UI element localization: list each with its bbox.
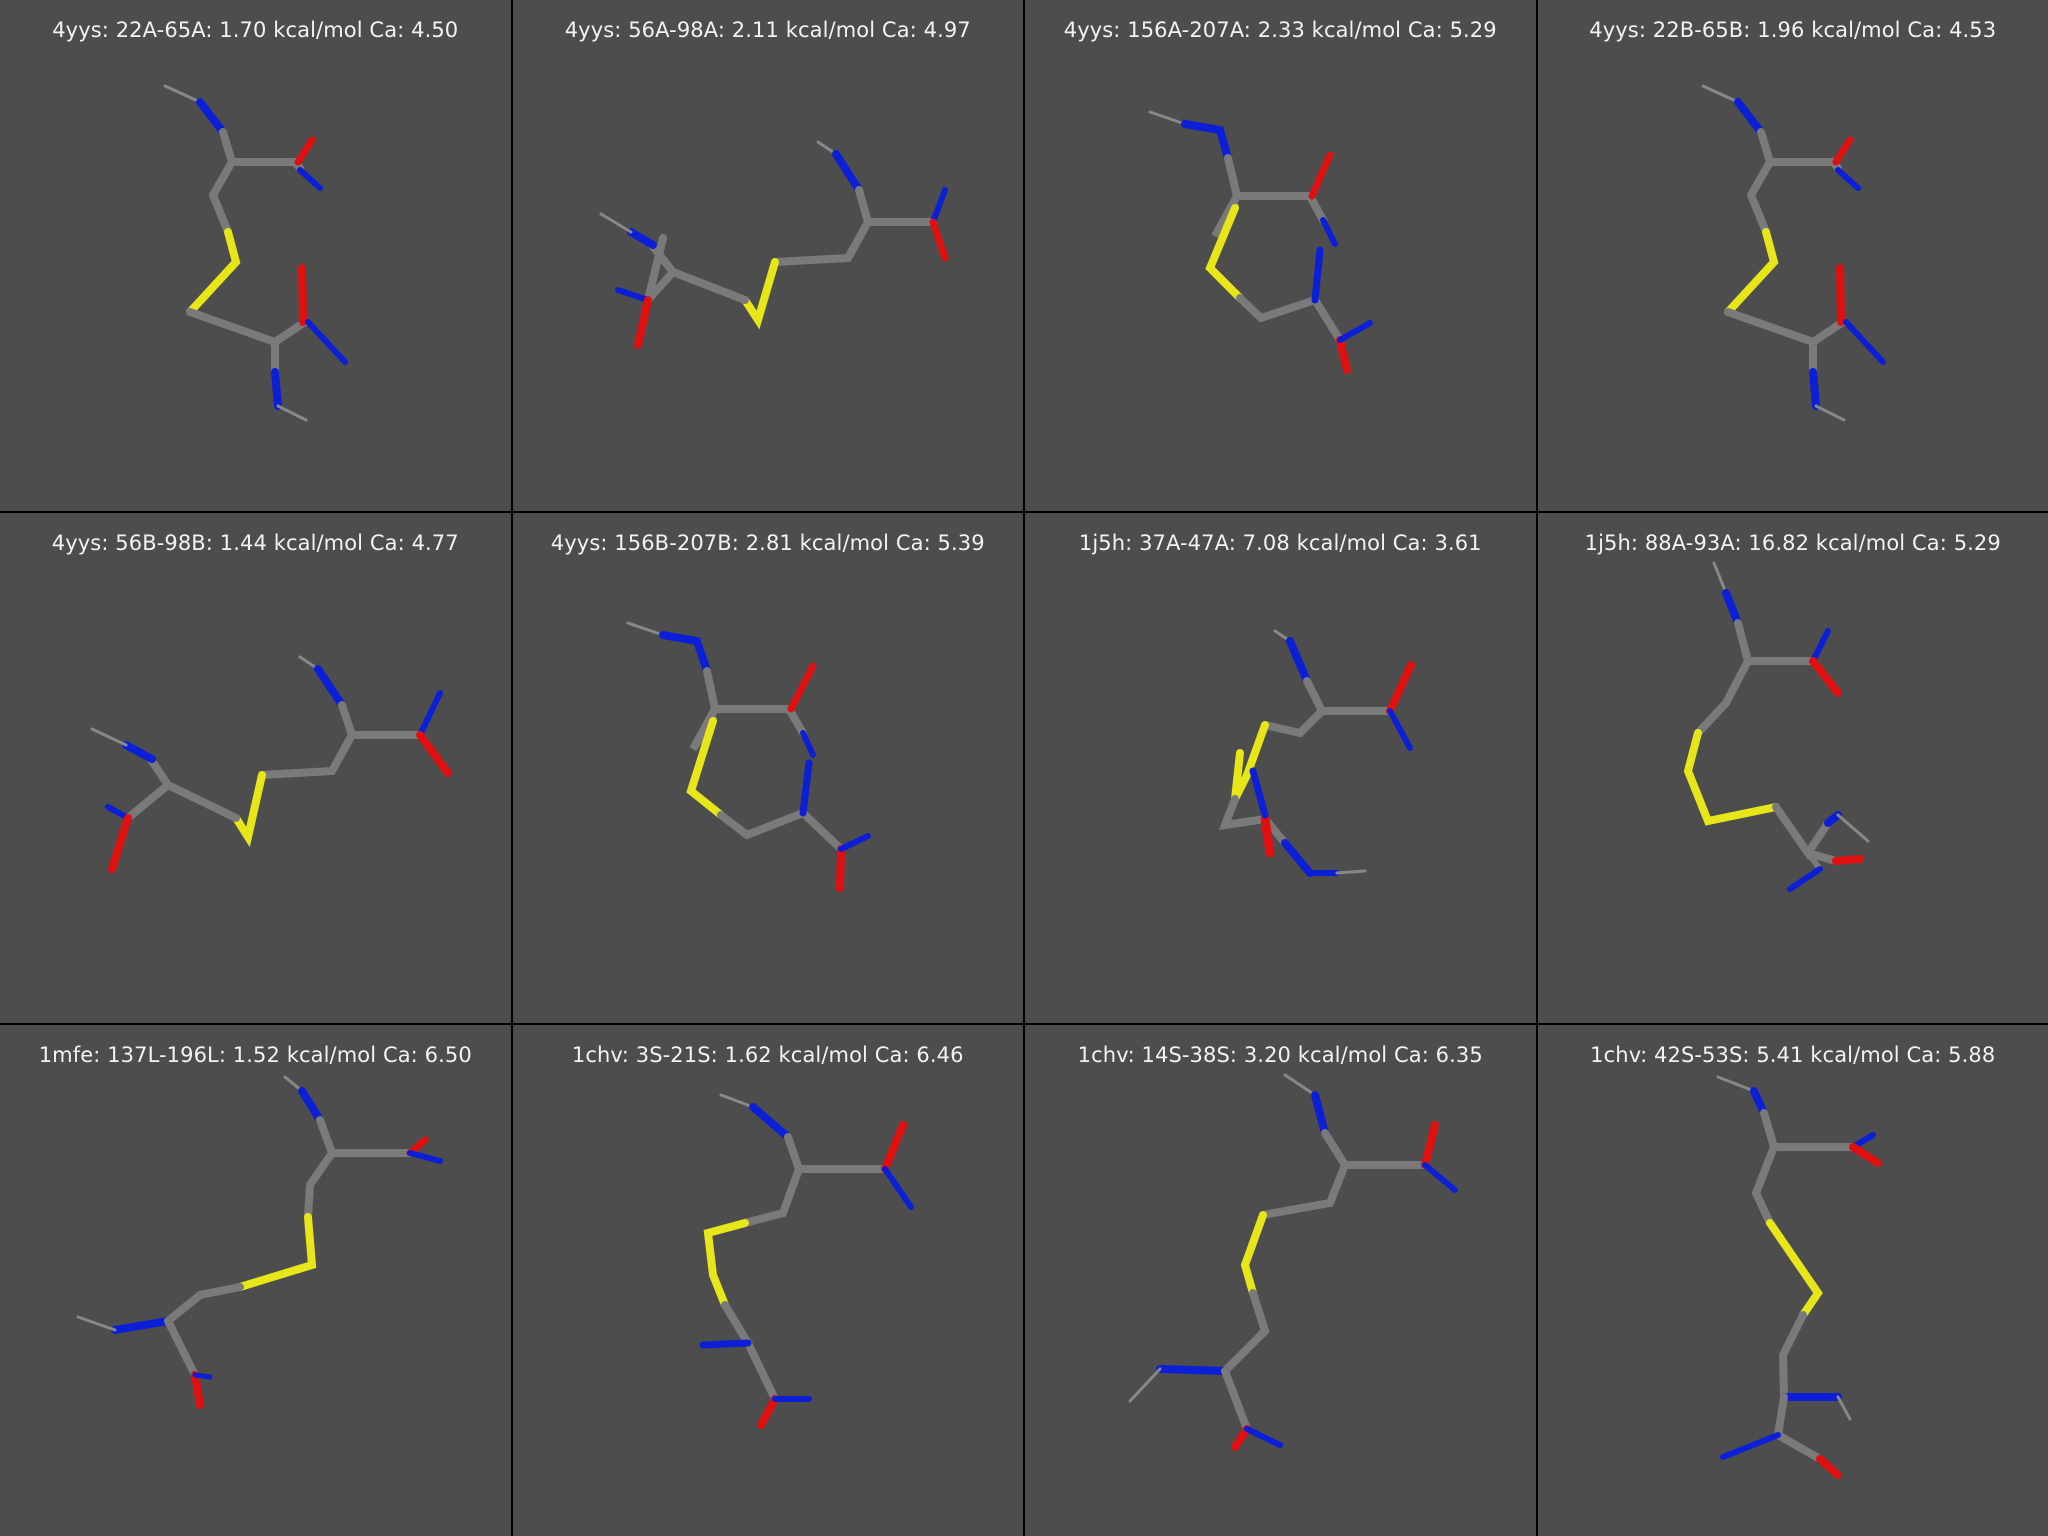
disulfide-structure-9: [76, 1075, 443, 1410]
panel-label-12: 1chv: 42S-53S: 5.41 kcal/mol Ca: 5.88: [1590, 1043, 1996, 1068]
structure-panel-7: 1j5h: 37A-47A: 7.08 kcal/mol Ca: 3.61: [1025, 512, 1536, 1024]
disulfide-structure-7: [1218, 629, 1415, 877]
panel-label-3: 4yys: 156A-207A: 2.33 kcal/mol Ca: 5.29: [1063, 18, 1497, 42]
panel-label-7: 1j5h: 37A-47A: 7.08 kcal/mol Ca: 3.61: [1078, 530, 1482, 555]
structure-panel-4: 4yys: 22B-65B: 1.96 kcal/mol Ca: 4.53: [1537, 0, 2048, 511]
disulfide-structure-4: [1701, 84, 1886, 422]
structure-panel-11: 1chv: 14S-38S: 3.20 kcal/mol Ca: 6.35: [1025, 1025, 1536, 1536]
panel-label-6: 4yys: 156B-207B: 2.81 kcal/mol Ca: 5.39: [550, 530, 985, 555]
disulfide-structure-6: [626, 621, 871, 892]
structure-panel-12: 1chv: 42S-53S: 5.41 kcal/mol Ca: 5.88: [1537, 1025, 2048, 1536]
panel-label-5: 4yys: 56B-98B: 1.44 kcal/mol Ca: 4.77: [51, 530, 459, 555]
panel-label-9: 1mfe: 137L-196L: 1.52 kcal/mol Ca: 6.50: [38, 1043, 472, 1068]
panel-label-4: 4yys: 22B-65B: 1.96 kcal/mol Ca: 4.53: [1589, 18, 1997, 42]
disulfide-structure-5: [90, 655, 452, 873]
structure-panel-1: 4yys: 22A-65A: 1.70 kcal/mol Ca: 4.50: [0, 0, 511, 511]
disulfide-structure-12: [1716, 1075, 1882, 1480]
panel-label-8: 1j5h: 88A-93A: 16.82 kcal/mol Ca: 5.29: [1584, 530, 2001, 555]
structure-panel-9: 1mfe: 137L-196L: 1.52 kcal/mol Ca: 6.50: [0, 1025, 511, 1536]
structure-panel-10: 1chv: 3S-21S: 1.62 kcal/mol Ca: 6.46: [512, 1025, 1023, 1536]
structure-panel-6: 4yys: 156B-207B: 2.81 kcal/mol Ca: 5.39: [512, 512, 1023, 1024]
panel-label-10: 1chv: 3S-21S: 1.62 kcal/mol Ca: 6.46: [571, 1043, 964, 1068]
panel-label-2: 4yys: 56A-98A: 2.11 kcal/mol Ca: 4.97: [564, 18, 971, 42]
structure-panel-8: 1j5h: 88A-93A: 16.82 kcal/mol Ca: 5.29: [1537, 512, 2048, 1024]
disulfide-structure-8: [1683, 561, 1869, 892]
disulfide-structure-3: [1148, 110, 1373, 374]
disulfide-structure-11: [1128, 1073, 1458, 1452]
structure-panel-2: 4yys: 56A-98A: 2.11 kcal/mol Ca: 4.97: [512, 0, 1023, 511]
panel-label-11: 1chv: 14S-38S: 3.20 kcal/mol Ca: 6.35: [1077, 1043, 1483, 1068]
disulfide-structure-2: [599, 140, 948, 349]
structure-panel-5: 4yys: 56B-98B: 1.44 kcal/mol Ca: 4.77: [0, 512, 511, 1024]
disulfide-structure-10: [699, 1093, 914, 1430]
structure-panel-3: 4yys: 156A-207A: 2.33 kcal/mol Ca: 5.29: [1025, 0, 1536, 511]
panel-label-1: 4yys: 22A-65A: 1.70 kcal/mol Ca: 4.50: [52, 18, 459, 42]
disulfide-structure-1: [163, 84, 348, 422]
